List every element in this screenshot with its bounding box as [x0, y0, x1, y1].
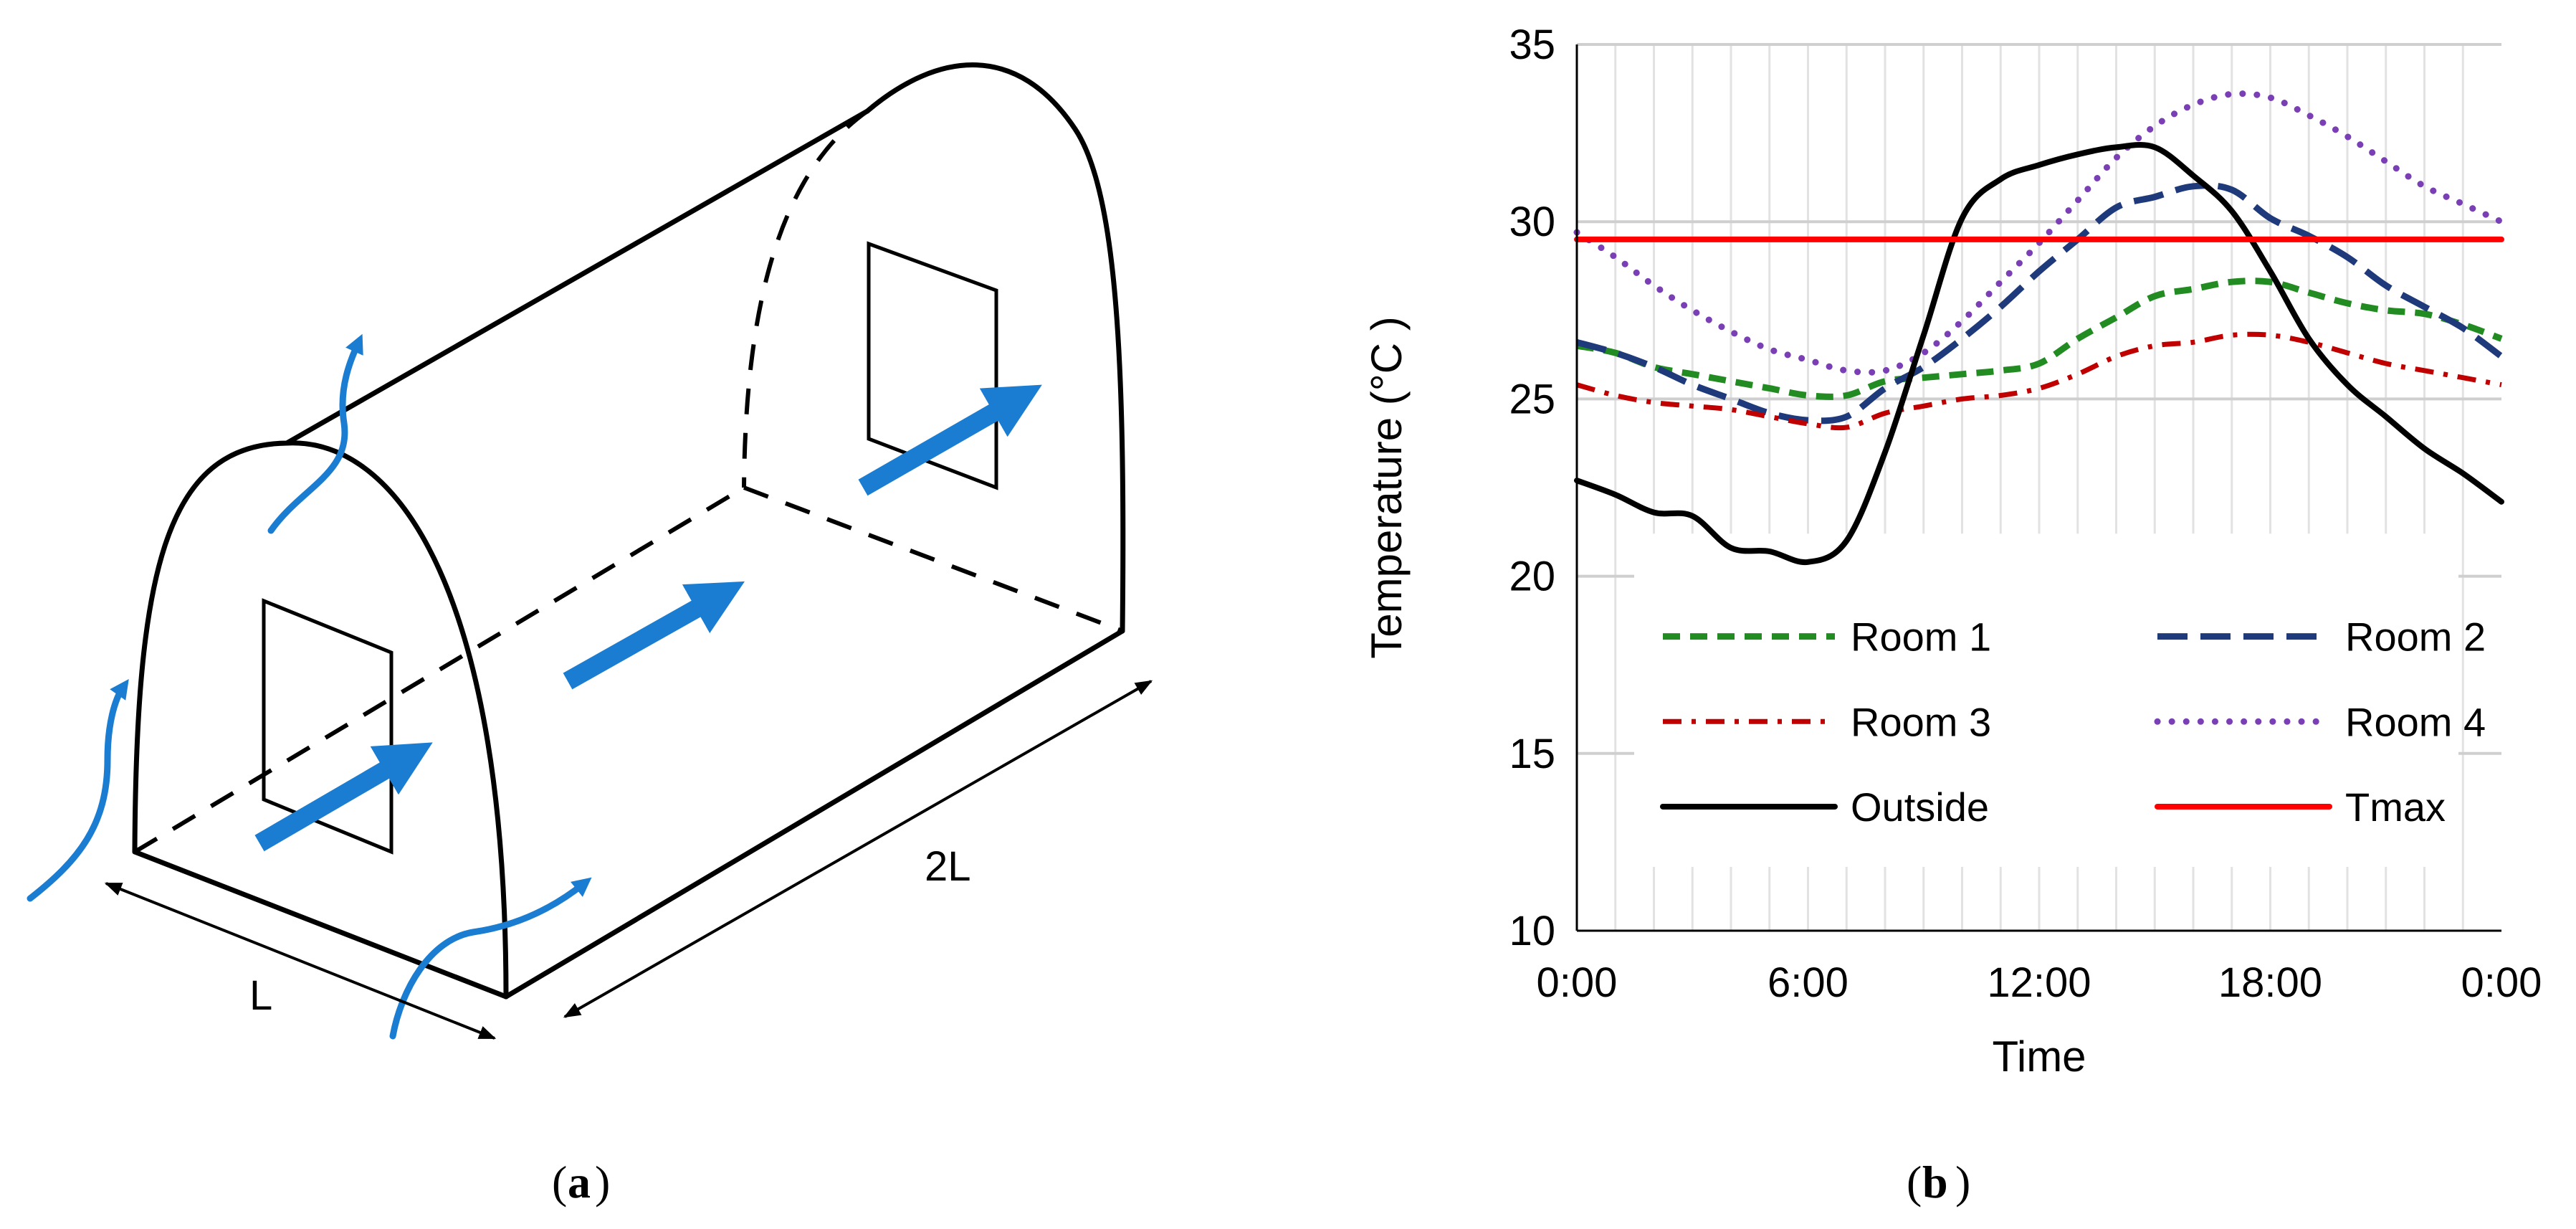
legend-label-room-4: Room 4	[2345, 699, 2486, 744]
panel-a-diagram: L 2L	[27, 62, 1153, 1040]
series-line-room-4	[1573, 90, 2505, 376]
caption-b-letter: b	[1922, 1157, 1948, 1207]
inflow-arrow-bottom	[389, 877, 592, 1040]
front-window	[262, 598, 393, 855]
y-tick-label: 15	[1509, 731, 1555, 777]
svg-text:): )	[1955, 1157, 1970, 1207]
airflow-arrow-front	[254, 742, 433, 852]
front-base	[132, 849, 509, 1000]
legend-label-room-2: Room 2	[2345, 614, 2486, 660]
back-window	[867, 241, 998, 490]
x-tick-label: 0:00	[2461, 959, 2542, 1006]
dimension-l-label: L	[249, 972, 272, 1019]
dimension-lines	[104, 680, 1153, 1040]
legend-label-tmax: Tmax	[2345, 784, 2446, 830]
x-axis-label: Time	[1992, 1033, 2086, 1081]
series-line-room-1	[1576, 277, 2503, 400]
hidden-left-base	[133, 485, 745, 854]
legend-label-room-3: Room 3	[1851, 699, 1991, 744]
svg-text:(: (	[552, 1157, 567, 1207]
svg-text:(: (	[1907, 1157, 1922, 1207]
x-tick-label: 18:00	[2218, 959, 2322, 1006]
curved-airflow-arrows	[27, 333, 592, 1040]
y-axis-label: Temperature (°C )	[1363, 316, 1411, 658]
chart-legend: Room 1 Room 2 Room 3 Room 4 Outside Tmax	[1660, 614, 2486, 830]
hidden-edges	[133, 109, 1124, 854]
airflow-arrows	[254, 384, 1042, 852]
series-line-outside	[1574, 142, 2504, 566]
caption-a-letter: a	[568, 1157, 591, 1207]
temperature-chart: 10 15 20 25 30 35 0:00 6:00 12:00 18:00 0:00 Room …	[1363, 22, 2542, 1081]
building-outline	[132, 62, 1126, 1000]
back-arch-hidden	[742, 109, 869, 488]
y-tick-label: 30	[1509, 199, 1555, 245]
outflow-arrow-top	[267, 333, 363, 534]
y-tick-label: 35	[1509, 22, 1555, 68]
windows	[262, 241, 998, 855]
series-line-room-3	[1576, 331, 2502, 431]
dimension-l-line	[104, 882, 497, 1040]
x-tick-label: 0:00	[1537, 959, 1618, 1006]
front-arch	[132, 440, 509, 1000]
hidden-back-base	[743, 485, 1124, 633]
dimension-2l-line	[563, 680, 1153, 1018]
svg-text:): )	[595, 1157, 610, 1207]
x-tick-label: 12:00	[1987, 959, 2091, 1006]
legend-background	[1634, 533, 2458, 868]
dimension-2l-label: 2L	[925, 843, 971, 890]
chart-series	[1573, 90, 2505, 566]
airflow-arrow-middle	[563, 581, 745, 690]
roof-ridge-line	[284, 108, 870, 446]
inflow-arrow-left	[27, 678, 129, 902]
y-tick-label: 20	[1509, 554, 1555, 600]
y-tick-label: 25	[1509, 376, 1555, 422]
chart-tick-labels: 10 15 20 25 30 35 0:00 6:00 12:00 18:00 0:00	[1509, 22, 2542, 1006]
x-tick-label: 6:00	[1768, 959, 1848, 1006]
airflow-arrow-back	[858, 384, 1042, 496]
caption-a: ( a )	[552, 1157, 610, 1207]
base-right-line	[503, 628, 1125, 1000]
legend-label-outside: Outside	[1851, 784, 1989, 830]
y-tick-label: 10	[1509, 908, 1555, 954]
back-arch-solid	[864, 62, 1126, 634]
legend-box	[1634, 533, 2458, 868]
caption-b: ( b )	[1907, 1157, 1970, 1207]
series-line-room-2	[1575, 182, 2504, 424]
legend-label-room-1: Room 1	[1851, 614, 1991, 660]
chart-axes	[1575, 44, 2501, 932]
